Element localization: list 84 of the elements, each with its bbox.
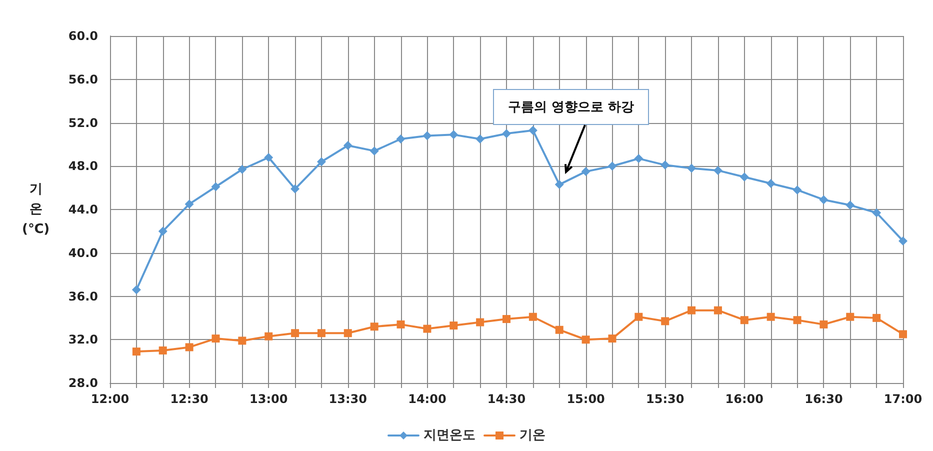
- point: [184, 200, 194, 209]
- point: [476, 134, 485, 144]
- y-tick-label: 52.0: [68, 116, 98, 130]
- point: [688, 306, 696, 314]
- point: [714, 306, 722, 314]
- y-tick-label: 36.0: [68, 289, 98, 304]
- point: [423, 324, 432, 333]
- point: [792, 185, 802, 194]
- point: [872, 208, 882, 218]
- point: [449, 130, 458, 140]
- point: [422, 131, 432, 140]
- point: [661, 317, 670, 326]
- y-tick-label: 44.0: [68, 202, 98, 216]
- point: [370, 146, 379, 156]
- point: [450, 322, 458, 330]
- point: [396, 134, 406, 144]
- point: [740, 172, 749, 182]
- point: [766, 312, 775, 321]
- x-tick-label: 15:00: [566, 392, 605, 406]
- point: [132, 348, 140, 356]
- point: [766, 178, 776, 188]
- point: [608, 334, 616, 343]
- x-tick-label: 13:00: [250, 392, 288, 406]
- annotation: 구름의 영향으로 하강: [493, 89, 650, 125]
- x-tick-label: 12:00: [90, 392, 130, 406]
- x-tick-label: 15:30: [646, 392, 684, 406]
- point: [555, 326, 564, 334]
- point: [554, 180, 564, 190]
- point: [238, 164, 247, 174]
- x-tick-label: 14:00: [408, 392, 446, 406]
- point: [212, 334, 220, 343]
- point: [819, 195, 828, 204]
- point: [476, 318, 484, 326]
- point: [316, 157, 326, 166]
- point: [634, 312, 643, 321]
- point: [317, 329, 326, 338]
- point: [713, 166, 722, 175]
- x-tick-label: 12:30: [170, 392, 208, 406]
- point: [740, 316, 748, 324]
- x-tick-label: 13:30: [328, 392, 367, 406]
- point: [343, 141, 352, 150]
- point: [528, 312, 537, 321]
- point: [158, 346, 167, 354]
- point: [793, 316, 802, 324]
- point: [185, 343, 194, 352]
- point: [238, 336, 246, 345]
- point: [264, 152, 274, 162]
- point: [502, 129, 511, 138]
- point: [899, 330, 907, 338]
- x-tick-label: 16:30: [804, 392, 843, 406]
- point: [687, 164, 696, 173]
- point: [608, 162, 617, 171]
- y-tick-label: 48.0: [68, 159, 98, 174]
- point: [290, 184, 300, 194]
- point: [396, 320, 405, 328]
- point: [582, 336, 590, 344]
- x-tick-label: 16:00: [725, 392, 764, 406]
- point: [898, 236, 908, 246]
- y-tick-label: 60.0: [68, 29, 98, 43]
- point: [846, 312, 854, 321]
- point: [370, 322, 378, 331]
- y-axis-title: 기 온 (℃): [22, 181, 50, 239]
- point: [581, 167, 590, 176]
- point: [211, 182, 220, 192]
- y-tick-label: 56.0: [68, 72, 98, 86]
- point: [660, 160, 670, 170]
- x-tick-label: 14:30: [487, 392, 526, 406]
- point: [846, 200, 855, 210]
- point: [158, 226, 168, 236]
- point: [344, 329, 352, 338]
- point: [872, 314, 881, 322]
- legend-label: 기온: [520, 428, 546, 443]
- y-tick-label: 40.0: [68, 246, 98, 260]
- point: [634, 154, 644, 164]
- legend-label: 지면온도: [424, 428, 476, 443]
- point: [264, 332, 273, 340]
- point: [291, 329, 300, 338]
- point: [502, 315, 510, 324]
- y-tick-label: 28.0: [68, 376, 98, 390]
- point: [132, 285, 141, 294]
- point: [820, 320, 828, 328]
- x-tick-label: 17:00: [884, 392, 922, 406]
- point: [528, 126, 538, 135]
- y-tick-label: 32.0: [68, 332, 98, 347]
